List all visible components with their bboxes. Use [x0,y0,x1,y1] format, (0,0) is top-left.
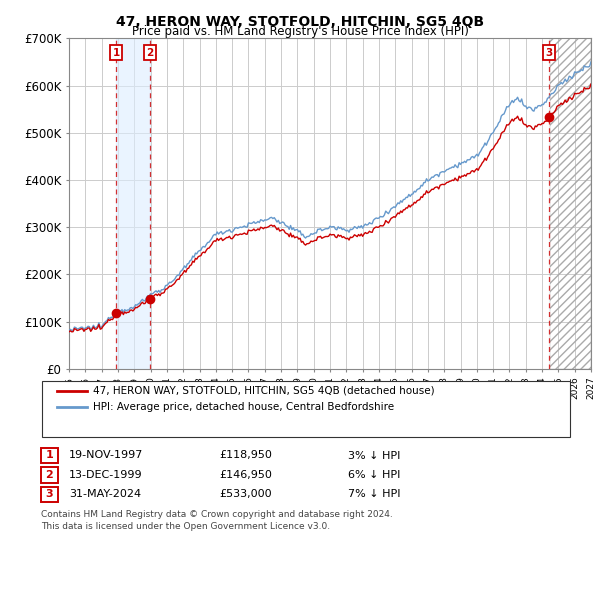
Text: 2: 2 [146,48,154,57]
HPI: Average price, detached house, Central Bedfordshire: (2.01e+03, 2.95e+05): Average price, detached house, Central B… [348,226,355,233]
47, HERON WAY, STOTFOLD, HITCHIN, SG5 4QB (detached house) [589,83,596,90]
Text: 1: 1 [46,451,53,460]
47, HERON WAY, STOTFOLD, HITCHIN, SG5 4QB (detached house) [587,80,595,87]
HPI: Average price, detached house, Central Bedfordshire: (2e+03, 8.14e+04): Average price, detached house, Central B… [68,327,76,334]
Text: 31-MAY-2024: 31-MAY-2024 [69,490,141,499]
Text: Contains HM Land Registry data © Crown copyright and database right 2024.: Contains HM Land Registry data © Crown c… [41,510,392,519]
47, HERON WAY, STOTFOLD, HITCHIN, SG5 4QB (detached house) [376,224,383,231]
Line: HPI: Average price, detached house, Central Bedfordshire: HPI: Average price, detached house, Cent… [69,62,592,330]
Bar [550,38,591,369]
HPI: Average price, detached house, Central Bedfordshire: (2.02e+03, 5.4e+05): Average price, detached house, Central B… [500,110,508,117]
Text: 47, HERON WAY, STOTFOLD, HITCHIN, SG5 4QB: 47, HERON WAY, STOTFOLD, HITCHIN, SG5 4Q… [116,15,484,29]
47, HERON WAY, STOTFOLD, HITCHIN, SG5 4QB (detached house) [68,328,76,335]
HPI: Average price, detached house, Central Bedfordshire: (2.01e+03, 3.14e+05): Average price, detached house, Central B… [275,217,282,224]
HPI: Average price, detached house, Central Bedfordshire: (2.03e+03, 6.45e+05): Average price, detached house, Central B… [589,61,596,68]
Text: 7% ↓ HPI: 7% ↓ HPI [348,490,401,499]
Text: £118,950: £118,950 [219,451,272,460]
HPI: Average price, detached house, Central Bedfordshire: (2e+03, 8.15e+04): Average price, detached house, Central B… [65,327,73,334]
HPI: Average price, detached house, Central Bedfordshire: (2.02e+03, 5.8e+05): Average price, detached house, Central B… [547,91,554,99]
Bar [116,38,150,369]
Text: 3: 3 [46,490,53,499]
Bar [550,38,591,369]
47, HERON WAY, STOTFOLD, HITCHIN, SG5 4QB (detached house) [348,234,355,241]
Text: £146,950: £146,950 [219,470,272,480]
Text: HPI: Average price, detached house, Central Bedfordshire: HPI: Average price, detached house, Cent… [93,402,394,412]
HPI: Average price, detached house, Central Bedfordshire: (2.03e+03, 6.51e+05): Average price, detached house, Central B… [587,58,595,65]
HPI: Average price, detached house, Central Bedfordshire: (2.01e+03, 3.19e+05): Average price, detached house, Central B… [376,215,383,222]
Text: 3: 3 [545,48,553,57]
Text: Price paid vs. HM Land Registry's House Price Index (HPI): Price paid vs. HM Land Registry's House … [131,25,469,38]
Text: This data is licensed under the Open Government Licence v3.0.: This data is licensed under the Open Gov… [41,522,330,531]
Text: 47, HERON WAY, STOTFOLD, HITCHIN, SG5 4QB (detached house): 47, HERON WAY, STOTFOLD, HITCHIN, SG5 4Q… [93,386,434,395]
HPI: Average price, detached house, Central Bedfordshire: (2.02e+03, 4.17e+05): Average price, detached house, Central B… [440,169,448,176]
47, HERON WAY, STOTFOLD, HITCHIN, SG5 4QB (detached house) [440,181,448,188]
Text: £533,000: £533,000 [219,490,272,499]
Text: 2: 2 [46,470,53,480]
Text: 19-NOV-1997: 19-NOV-1997 [69,451,143,460]
47, HERON WAY, STOTFOLD, HITCHIN, SG5 4QB (detached house) [500,128,508,135]
Text: 6% ↓ HPI: 6% ↓ HPI [348,470,400,480]
Line: 47, HERON WAY, STOTFOLD, HITCHIN, SG5 4QB (detached house): 47, HERON WAY, STOTFOLD, HITCHIN, SG5 4Q… [69,84,592,332]
Text: 1: 1 [112,48,119,57]
Text: 13-DEC-1999: 13-DEC-1999 [69,470,143,480]
47, HERON WAY, STOTFOLD, HITCHIN, SG5 4QB (detached house) [275,225,282,232]
47, HERON WAY, STOTFOLD, HITCHIN, SG5 4QB (detached house) [547,112,554,119]
47, HERON WAY, STOTFOLD, HITCHIN, SG5 4QB (detached house) [65,328,73,335]
Text: 3% ↓ HPI: 3% ↓ HPI [348,451,400,460]
